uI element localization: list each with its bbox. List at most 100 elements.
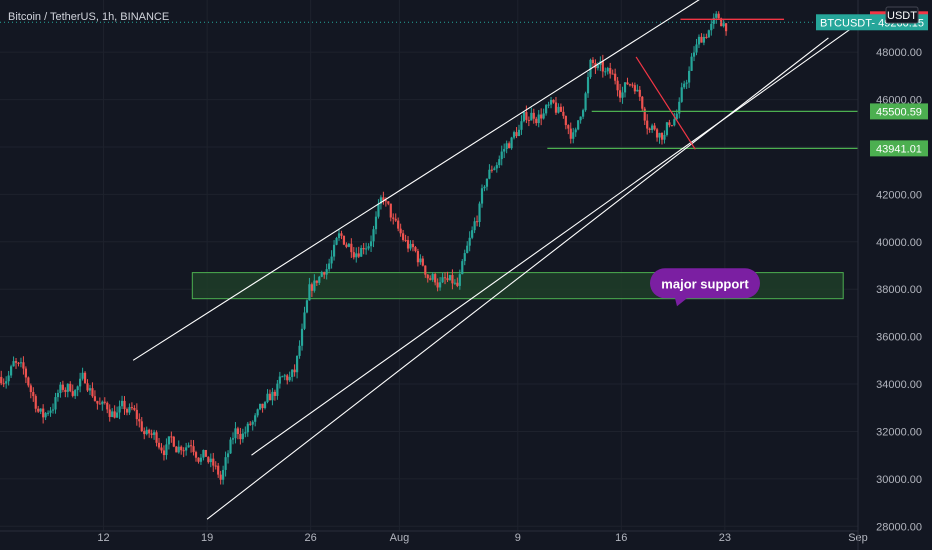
- trendline-channel-lower: [206, 37, 829, 520]
- candle-body: [552, 99, 555, 103]
- candle-body: [138, 419, 141, 422]
- candle-body: [557, 106, 560, 113]
- candle-body: [658, 132, 661, 138]
- candle-body: [675, 113, 678, 120]
- candle-body: [39, 408, 42, 412]
- candle-body: [293, 369, 296, 373]
- candle-body: [44, 413, 47, 418]
- candle-body: [5, 381, 8, 384]
- candle-body: [579, 116, 582, 121]
- candle-body: [362, 248, 365, 250]
- candle-body: [229, 439, 232, 454]
- candle-body: [419, 258, 422, 263]
- candle-body: [56, 392, 60, 398]
- candle-body: [601, 61, 604, 72]
- candle-body: [436, 282, 439, 288]
- candle-body: [508, 143, 511, 149]
- candle-body: [638, 89, 641, 97]
- candle-body: [618, 90, 622, 98]
- candle-body: [42, 408, 45, 418]
- candle-body: [700, 36, 703, 43]
- candle-body: [283, 375, 286, 377]
- candle-body: [720, 18, 723, 27]
- candle-body: [224, 457, 227, 470]
- candle-body: [88, 388, 92, 391]
- candle-body: [394, 218, 397, 221]
- candle-body: [165, 444, 168, 456]
- candle-body: [707, 30, 710, 38]
- candle-body: [567, 125, 570, 129]
- candle-body: [298, 345, 301, 356]
- x-tick-label: 12: [97, 532, 109, 544]
- candle-body: [34, 396, 37, 409]
- candle-body: [261, 403, 264, 409]
- y-tick-label: 36000.00: [876, 332, 922, 344]
- candle-body: [66, 383, 69, 392]
- candle-body: [145, 429, 148, 435]
- candle-body: [61, 384, 64, 390]
- candle-body: [683, 83, 686, 88]
- candle-body: [480, 188, 484, 204]
- candle-body: [111, 411, 114, 417]
- candle-body: [249, 423, 252, 425]
- candle-body: [27, 377, 30, 386]
- candle-body: [574, 129, 577, 133]
- candle-body: [392, 217, 395, 219]
- candle-body: [527, 119, 530, 121]
- candle-body: [276, 383, 279, 396]
- candle-body: [456, 282, 459, 286]
- candle-body: [426, 274, 429, 279]
- candle-body: [421, 258, 424, 266]
- candle-body: [86, 383, 89, 391]
- candle-body: [291, 369, 294, 377]
- candle-body: [76, 386, 79, 391]
- candle-body: [495, 165, 498, 169]
- candle-body: [416, 251, 420, 263]
- candle-body: [51, 409, 55, 411]
- candle-body: [207, 456, 210, 463]
- candle-body: [431, 274, 434, 280]
- candle-body: [268, 393, 272, 401]
- grid-layer: [0, 0, 859, 531]
- candle-body: [288, 376, 291, 381]
- candle-body: [365, 248, 368, 250]
- candle-body: [266, 393, 269, 403]
- candle-body: [172, 436, 175, 447]
- candle-body: [429, 278, 432, 280]
- candles-layer: [0, 11, 728, 485]
- candle-body: [310, 284, 313, 291]
- x-tick-label: 9: [515, 532, 521, 544]
- candle-body: [503, 149, 506, 152]
- candle-body: [7, 375, 10, 382]
- candle-body: [24, 368, 27, 378]
- candle-body: [192, 446, 195, 453]
- candle-body: [278, 376, 281, 384]
- candle-body: [646, 120, 649, 129]
- candle-body: [118, 406, 121, 413]
- candle-body: [202, 449, 205, 458]
- candle-body: [14, 361, 18, 363]
- callout-layer: major support: [650, 268, 760, 307]
- candle-body: [438, 282, 442, 288]
- candle-body: [562, 111, 565, 116]
- candle-body: [724, 23, 728, 32]
- candle-body: [547, 104, 550, 106]
- candle-body: [46, 412, 50, 414]
- candle-body: [0, 376, 3, 384]
- candle-body: [515, 132, 518, 137]
- candle-body: [369, 241, 373, 247]
- candle-body: [357, 253, 360, 257]
- candle-body: [167, 436, 170, 445]
- candle-body: [673, 119, 676, 126]
- candle-body: [226, 453, 230, 458]
- last-price-symbol: BTCUSDT: [820, 17, 872, 29]
- candle-body: [488, 169, 491, 179]
- candle-body: [123, 400, 126, 410]
- candle-body: [335, 238, 338, 245]
- candle-body: [483, 186, 486, 189]
- candle-body: [241, 433, 244, 440]
- candle-body: [286, 375, 289, 381]
